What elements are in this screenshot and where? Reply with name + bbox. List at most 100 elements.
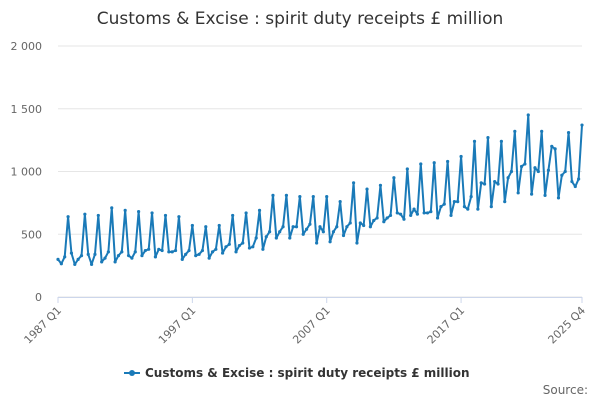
data-point[interactable] bbox=[76, 257, 80, 261]
data-point[interactable] bbox=[382, 220, 386, 224]
data-point[interactable] bbox=[530, 192, 534, 196]
data-point[interactable] bbox=[120, 250, 124, 254]
data-point[interactable] bbox=[429, 210, 433, 214]
data-point[interactable] bbox=[519, 164, 524, 169]
data-point[interactable] bbox=[224, 245, 228, 249]
data-point[interactable] bbox=[442, 202, 446, 206]
data-point[interactable] bbox=[69, 251, 74, 255]
data-point[interactable] bbox=[200, 248, 205, 253]
data-point[interactable] bbox=[466, 207, 470, 211]
data-point[interactable] bbox=[546, 168, 551, 172]
data-point[interactable] bbox=[526, 113, 530, 117]
data-point[interactable] bbox=[96, 213, 100, 218]
data-point[interactable] bbox=[197, 252, 201, 256]
data-point[interactable] bbox=[137, 210, 141, 214]
data-point[interactable] bbox=[167, 250, 171, 254]
data-point[interactable] bbox=[415, 212, 420, 216]
data-point[interactable] bbox=[446, 159, 450, 164]
data-point[interactable] bbox=[190, 223, 194, 228]
data-point[interactable] bbox=[459, 154, 463, 159]
data-point[interactable] bbox=[563, 169, 567, 174]
data-point[interactable] bbox=[435, 216, 440, 220]
data-point[interactable] bbox=[405, 167, 409, 171]
data-point[interactable] bbox=[365, 187, 369, 191]
data-point[interactable] bbox=[540, 129, 544, 133]
data-point[interactable] bbox=[486, 136, 490, 140]
data-point[interactable] bbox=[150, 211, 154, 215]
data-point[interactable] bbox=[268, 230, 272, 234]
data-point[interactable] bbox=[362, 223, 366, 228]
data-point[interactable] bbox=[251, 245, 255, 249]
data-point[interactable] bbox=[264, 235, 268, 239]
data-point[interactable] bbox=[375, 216, 379, 220]
data-point[interactable] bbox=[123, 208, 127, 213]
data-point[interactable] bbox=[157, 247, 161, 251]
data-point[interactable] bbox=[456, 200, 460, 204]
data-point[interactable] bbox=[479, 181, 483, 185]
data-point[interactable] bbox=[553, 147, 557, 151]
data-point[interactable] bbox=[140, 253, 144, 258]
data-point[interactable] bbox=[345, 225, 349, 229]
data-point[interactable] bbox=[244, 211, 248, 215]
data-point[interactable] bbox=[113, 260, 117, 264]
data-point[interactable] bbox=[452, 200, 456, 204]
data-point[interactable] bbox=[560, 173, 564, 177]
data-point[interactable] bbox=[335, 225, 339, 229]
data-point[interactable] bbox=[207, 256, 211, 260]
data-point[interactable] bbox=[462, 205, 467, 209]
data-point[interactable] bbox=[106, 250, 110, 254]
data-point[interactable] bbox=[147, 247, 151, 251]
data-point[interactable] bbox=[325, 195, 329, 199]
data-point[interactable] bbox=[126, 253, 131, 258]
data-point[interactable] bbox=[503, 200, 507, 204]
data-point[interactable] bbox=[577, 177, 581, 181]
data-point[interactable] bbox=[358, 221, 362, 225]
data-point[interactable] bbox=[160, 248, 164, 253]
data-point[interactable] bbox=[187, 248, 191, 253]
data-point[interactable] bbox=[516, 191, 520, 195]
data-point[interactable] bbox=[180, 257, 184, 261]
data-point[interactable] bbox=[556, 196, 561, 200]
data-point[interactable] bbox=[439, 205, 443, 209]
data-point[interactable] bbox=[56, 257, 60, 261]
data-point[interactable] bbox=[472, 139, 477, 143]
data-point[interactable] bbox=[103, 256, 107, 260]
data-point[interactable] bbox=[351, 181, 356, 185]
data-point[interactable] bbox=[237, 243, 241, 248]
data-point[interactable] bbox=[513, 129, 517, 133]
data-point[interactable] bbox=[395, 211, 399, 215]
data-point[interactable] bbox=[432, 161, 436, 165]
data-point[interactable] bbox=[86, 252, 90, 256]
data-point[interactable] bbox=[116, 253, 121, 258]
data-point[interactable] bbox=[153, 255, 158, 259]
data-point[interactable] bbox=[133, 250, 137, 254]
data-point[interactable] bbox=[482, 182, 487, 186]
data-point[interactable] bbox=[385, 216, 389, 220]
data-point[interactable] bbox=[294, 225, 299, 229]
data-point[interactable] bbox=[348, 221, 352, 225]
data-point[interactable] bbox=[476, 207, 480, 211]
data-point[interactable] bbox=[234, 250, 238, 254]
data-point[interactable] bbox=[311, 195, 315, 199]
data-point[interactable] bbox=[79, 253, 84, 258]
data-point[interactable] bbox=[399, 212, 403, 216]
data-point[interactable] bbox=[284, 193, 289, 197]
data-point[interactable] bbox=[533, 166, 537, 170]
data-point[interactable] bbox=[506, 176, 510, 180]
data-point[interactable] bbox=[184, 252, 188, 256]
data-point[interactable] bbox=[536, 169, 540, 174]
data-point[interactable] bbox=[281, 225, 285, 229]
data-point[interactable] bbox=[194, 253, 198, 258]
legend[interactable]: Customs & Excise : spirit duty receipts … bbox=[124, 366, 470, 380]
data-point[interactable] bbox=[499, 139, 503, 143]
data-point[interactable] bbox=[496, 182, 500, 186]
data-point[interactable] bbox=[409, 213, 413, 218]
data-point[interactable] bbox=[321, 230, 325, 234]
data-point[interactable] bbox=[566, 130, 571, 135]
data-point[interactable] bbox=[247, 246, 252, 250]
data-point[interactable] bbox=[388, 213, 393, 218]
data-point[interactable] bbox=[523, 162, 527, 166]
data-point[interactable] bbox=[301, 232, 305, 236]
data-point[interactable] bbox=[204, 225, 208, 229]
data-point[interactable] bbox=[217, 223, 221, 228]
